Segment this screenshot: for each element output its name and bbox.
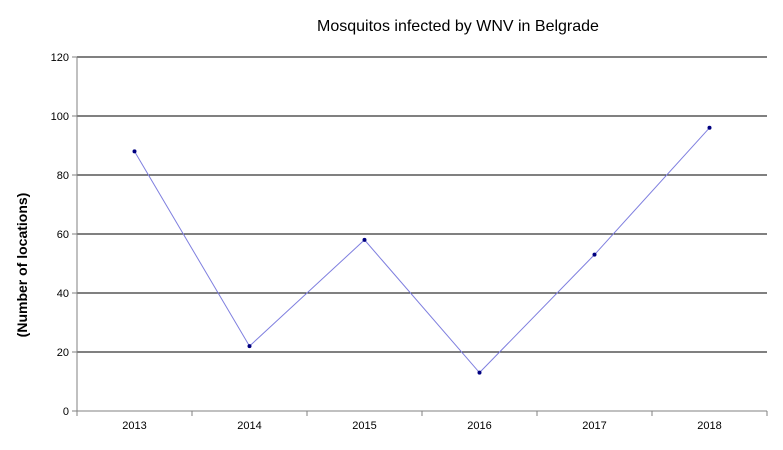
y-axis-label: (Number of locations)	[14, 193, 30, 338]
series-line-0	[134, 127, 710, 374]
x-tick-label-2016: 2016	[467, 420, 491, 432]
y-tick-label-80: 80	[57, 170, 69, 182]
x-tick-label-2013: 2013	[122, 420, 146, 432]
data-point-2015	[362, 237, 367, 242]
axes: 0 20 40 60 80 100 120 2013 2014 2015 2016 2017 2018	[51, 52, 768, 432]
x-tick-label-2018: 2018	[697, 420, 721, 432]
y-tick-label-0: 0	[63, 406, 69, 418]
data-point-2017	[592, 252, 597, 257]
x-tick-label-2014: 2014	[237, 420, 261, 432]
gridlines	[77, 56, 767, 353]
y-tick-label-20: 20	[57, 347, 69, 359]
y-tick-label-60: 60	[57, 229, 69, 241]
data-point-2016	[477, 370, 482, 375]
series-line	[132, 125, 712, 375]
data-point-2014	[247, 344, 252, 349]
x-tick-label-2015: 2015	[352, 420, 376, 432]
data-point-2018	[707, 125, 712, 130]
y-tick-label-40: 40	[57, 288, 69, 300]
chart-title: Mosquitos infected by WNV in Belgrade	[317, 18, 599, 35]
y-tick-label-120: 120	[51, 52, 69, 64]
y-tick-label-100: 100	[51, 111, 69, 123]
data-point-2013	[132, 149, 137, 154]
x-tick-label-2017: 2017	[582, 420, 606, 432]
